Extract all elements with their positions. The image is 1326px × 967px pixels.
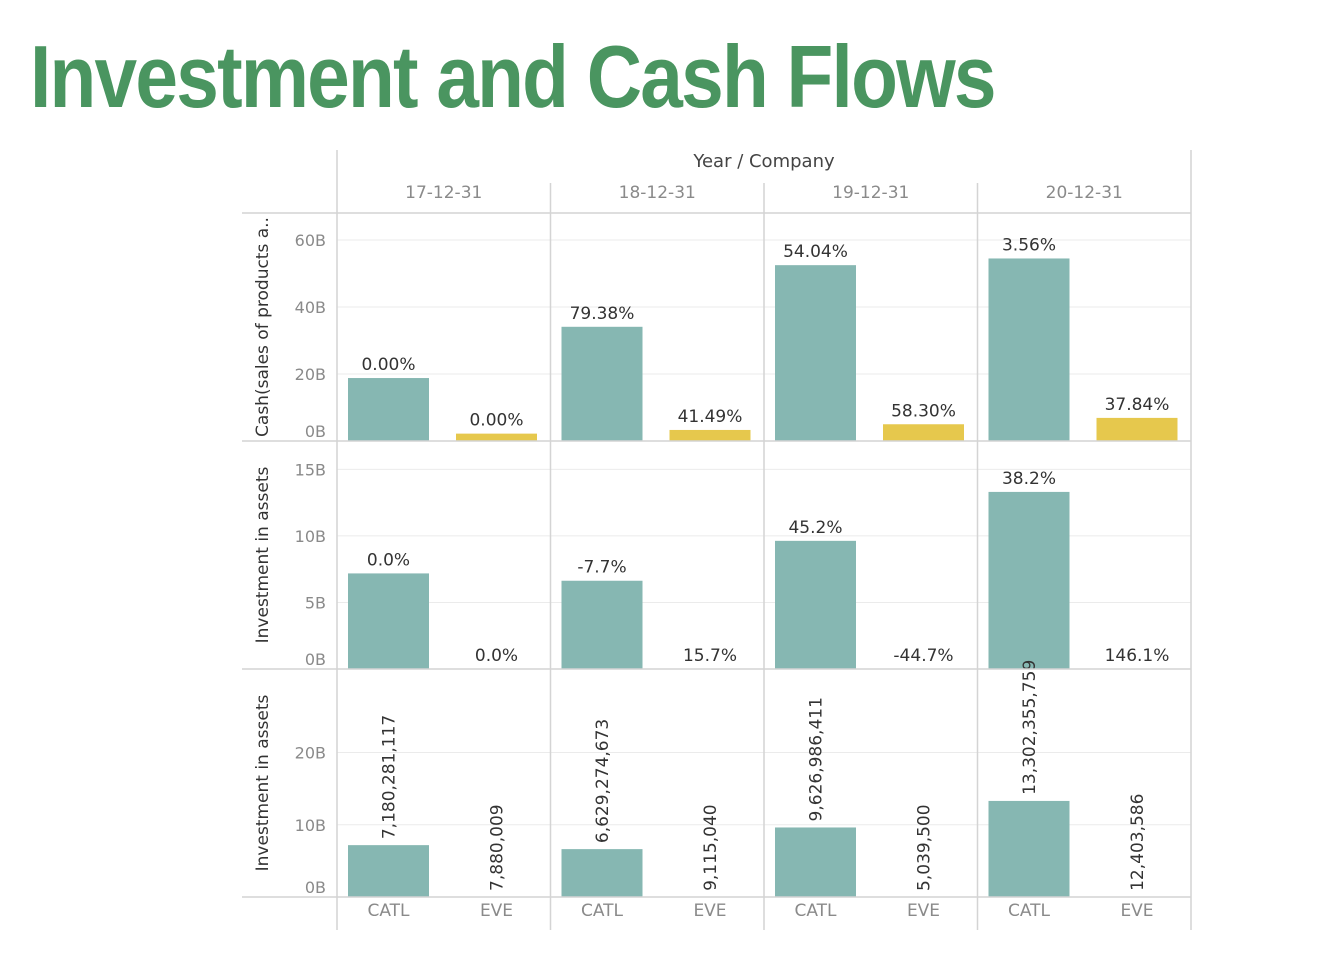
data-label-row3-18-12-31-catl: 6,629,274,673 <box>593 719 613 843</box>
bar-row2-20-12-31-catl <box>988 491 1070 669</box>
bar-row2-19-12-31-catl <box>775 540 856 669</box>
data-label-row2-20-12-31-eve: 146.1% <box>1105 646 1170 666</box>
period-header-18-12-31: 18-12-31 <box>619 183 696 203</box>
y-tick-row3-10B: 10B <box>295 816 326 835</box>
y-tick-row1-20B: 20B <box>295 365 326 384</box>
bar-row2-18-12-31-catl <box>561 580 643 669</box>
y-tick-row3-20B: 20B <box>295 744 326 763</box>
x-tick-20-12-31-eve: EVE <box>1120 901 1153 921</box>
data-label-row2-18-12-31-catl: -7.7% <box>577 558 626 578</box>
bar-row1-18-12-31-eve <box>669 429 751 441</box>
bar-row1-17-12-31-eve <box>456 433 537 441</box>
bar-row1-20-12-31-eve <box>1096 417 1178 441</box>
data-label-row3-18-12-31-eve: 9,115,040 <box>701 804 721 891</box>
data-label-row1-18-12-31-eve: 41.49% <box>678 407 743 427</box>
bar-row1-19-12-31-catl <box>775 265 856 441</box>
data-label-row1-19-12-31-eve: 58.30% <box>891 401 956 421</box>
period-header-17-12-31: 17-12-31 <box>405 183 482 203</box>
data-label-row1-20-12-31-catl: 3.56% <box>1002 235 1056 255</box>
data-label-row3-20-12-31-catl: 13,302,355,759 <box>1020 660 1040 795</box>
page-title: Investment and Cash Flows <box>30 27 997 126</box>
data-label-row3-17-12-31-catl: 7,180,281,117 <box>380 715 400 839</box>
data-label-row1-18-12-31-catl: 79.38% <box>570 304 635 324</box>
column-header-title: Year / Company <box>692 151 835 172</box>
data-label-row3-19-12-31-eve: 5,039,500 <box>915 804 935 891</box>
x-tick-17-12-31-eve: EVE <box>480 901 513 921</box>
x-tick-19-12-31-catl: CATL <box>794 901 837 921</box>
y-axis-label-row3: Investment in assets <box>253 695 273 872</box>
x-tick-19-12-31-eve: EVE <box>907 901 940 921</box>
bar-row2-17-12-31-catl <box>348 573 429 669</box>
x-tick-17-12-31-catl: CATL <box>367 901 410 921</box>
data-label-row2-17-12-31-catl: 0.0% <box>367 550 410 570</box>
data-label-row3-20-12-31-eve: 12,403,586 <box>1128 794 1148 891</box>
y-tick-row2-10B: 10B <box>295 527 326 546</box>
x-tick-20-12-31-catl: CATL <box>1008 901 1051 921</box>
data-label-row3-17-12-31-eve: 7,880,009 <box>488 804 508 891</box>
data-label-row2-19-12-31-catl: 45.2% <box>788 518 842 538</box>
period-header-19-12-31: 19-12-31 <box>832 183 909 203</box>
bar-row1-20-12-31-catl <box>988 258 1070 441</box>
y-tick-row2-5B: 5B <box>305 593 326 612</box>
x-tick-18-12-31-eve: EVE <box>693 901 726 921</box>
y-tick-row2-0B: 0B <box>305 650 326 669</box>
y-axis-label-row2: Investment in assets <box>253 467 273 644</box>
y-tick-row1-0B: 0B <box>305 422 326 441</box>
data-label-row2-19-12-31-eve: -44.7% <box>893 646 953 666</box>
bar-row3-19-12-31-catl <box>775 827 856 897</box>
bar-row3-17-12-31-catl <box>348 845 429 897</box>
bar-row1-19-12-31-eve <box>883 424 964 441</box>
bar-row3-18-12-31-catl <box>561 849 643 897</box>
data-label-row2-17-12-31-eve: 0.0% <box>475 646 518 666</box>
data-label-row1-17-12-31-catl: 0.00% <box>361 355 415 375</box>
y-tick-row2-15B: 15B <box>295 460 326 479</box>
y-tick-row1-40B: 40B <box>295 298 326 317</box>
x-tick-18-12-31-catl: CATL <box>581 901 624 921</box>
data-label-row1-19-12-31-catl: 54.04% <box>783 242 848 262</box>
data-label-row2-20-12-31-catl: 38.2% <box>1002 469 1056 489</box>
period-header-20-12-31: 20-12-31 <box>1046 183 1123 203</box>
bar-row1-17-12-31-catl <box>348 378 429 441</box>
y-axis-label-row1: Cash(sales of products a.. <box>253 217 273 437</box>
data-label-row3-19-12-31-catl: 9,626,986,411 <box>807 697 827 821</box>
bar-row3-20-12-31-catl <box>988 800 1070 897</box>
y-tick-row1-60B: 60B <box>295 231 326 250</box>
bar-row1-18-12-31-catl <box>561 326 643 441</box>
y-tick-row3-0B: 0B <box>305 878 326 897</box>
data-label-row2-18-12-31-eve: 15.7% <box>683 646 737 666</box>
data-label-row1-20-12-31-eve: 37.84% <box>1105 395 1170 415</box>
data-label-row1-17-12-31-eve: 0.00% <box>469 411 523 431</box>
